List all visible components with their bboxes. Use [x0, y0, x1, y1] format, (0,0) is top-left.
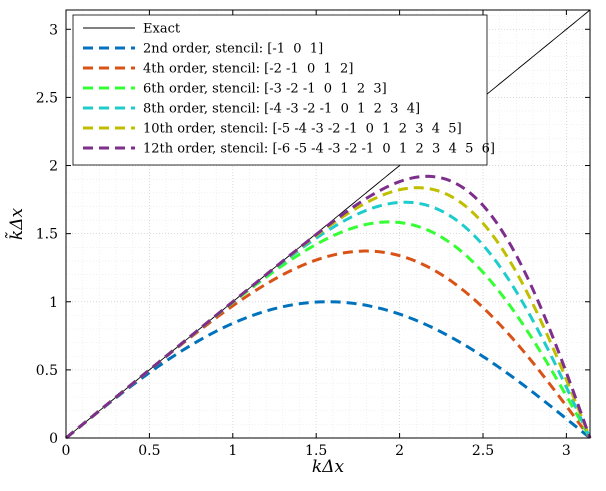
x-tick-label: 1.5 — [305, 443, 327, 459]
series-line-4 — [65, 200, 592, 440]
y-axis-label: k̃Δx — [5, 208, 27, 241]
y-tick-label: 1 — [49, 295, 58, 311]
x-tick-label: 3 — [562, 443, 571, 459]
plot-frame — [65, 9, 591, 439]
legend-label-2: 4th order, stencil: [-2 -1 0 1 2] — [143, 62, 353, 77]
x-tick-label: 0.5 — [138, 443, 160, 459]
series-line-6 — [65, 174, 592, 440]
legend-label-4: 8th order, stencil: [-4 -3 -2 -1 0 1 2 3… — [143, 102, 420, 117]
y-tick-label: 0.5 — [36, 363, 58, 379]
series-layer — [65, 9, 592, 440]
series-line-2 — [65, 249, 592, 440]
x-axis-label: kΔx — [312, 457, 345, 477]
legend-label-3: 6th order, stencil: [-3 -2 -1 0 1 2 3] — [143, 82, 387, 97]
y-tick-label: 0 — [49, 431, 58, 447]
x-tick-label: 2 — [395, 443, 404, 459]
x-tick-label: 2.5 — [472, 443, 494, 459]
legend: Exact 2nd order, stencil: [-1 0 1] 4th ord… — [72, 14, 495, 166]
y-tick-label: 1.5 — [36, 227, 58, 243]
x-tick-label: 0 — [62, 443, 71, 459]
legend-box — [72, 14, 488, 166]
x-tick-label: 1 — [228, 443, 237, 459]
y-tick-label: 2 — [49, 159, 58, 175]
y-tick-label: 2.5 — [36, 90, 58, 106]
legend-label-5: 10th order, stencil: [-5 -4 -3 -2 -1 0 1… — [143, 122, 462, 137]
series-line-3 — [65, 220, 592, 440]
legend-label-6: 12th order, stencil: [-6 -5 -4 -3 -2 -1 … — [143, 142, 495, 157]
y-tick-label: 3 — [49, 22, 58, 38]
legend-label-0: Exact — [143, 22, 181, 37]
ticks-layer: 0 0.5 1 1.5 2 2.5 3 0 0.5 1 1.5 2 2.5 3 — [36, 10, 590, 459]
legend-label-1: 2nd order, stencil: [-1 0 1] — [143, 42, 323, 57]
